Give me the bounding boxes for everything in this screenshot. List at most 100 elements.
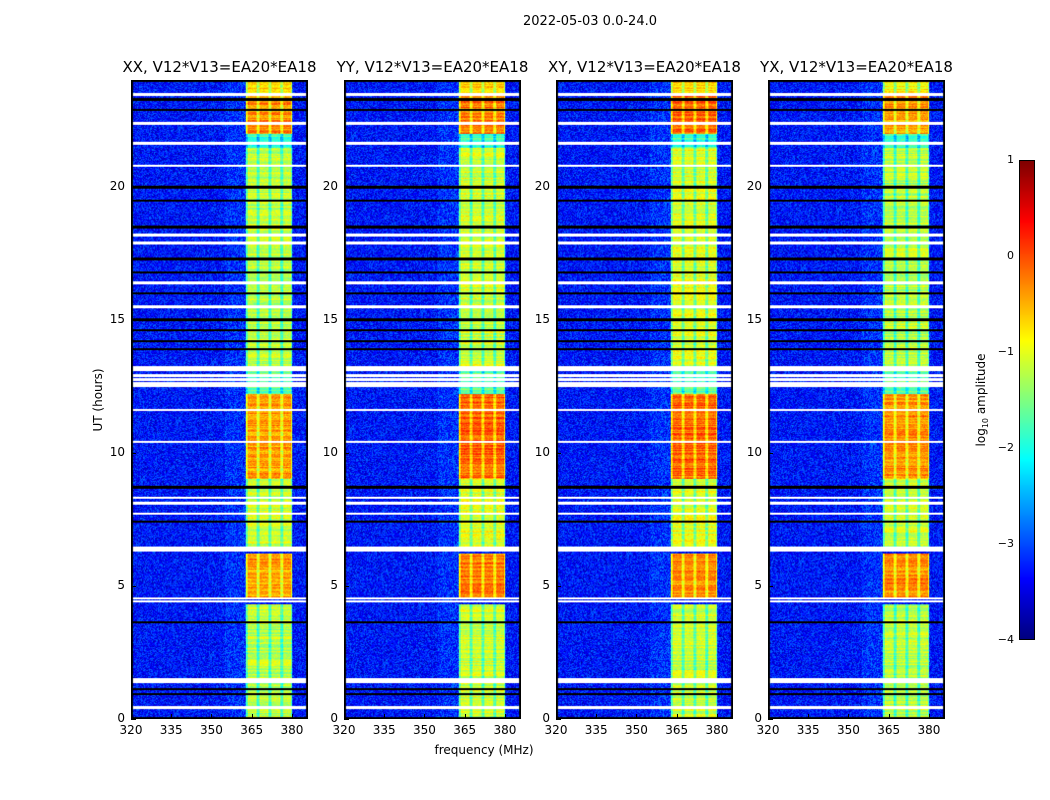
x-tick-mark	[291, 714, 293, 719]
x-tick-label: 365	[665, 723, 689, 737]
x-tick-label: 335	[372, 723, 396, 737]
y-tick-label: 5	[330, 577, 338, 592]
x-tick-label: 380	[280, 723, 304, 737]
x-tick-label: 335	[796, 723, 820, 737]
colorbar-tick-label: −2	[997, 441, 1014, 454]
panel-1: YY, V12*V13=EA20*EA18 320 335 350 365 380 0 5 10…	[323, 58, 529, 737]
y-tick-label: 0	[542, 711, 550, 725]
x-tick-label: 380	[917, 723, 941, 737]
panel-2: XY, V12*V13=EA20*EA18 320 335 350 365 380 0 5 10…	[535, 58, 741, 737]
y-tick-mark	[131, 585, 136, 587]
colorbar	[1019, 160, 1035, 640]
x-tick-label: 350	[625, 723, 648, 737]
y-tick-mark	[556, 186, 561, 188]
y-tick-label: 20	[746, 178, 762, 193]
x-tick-mark	[556, 714, 557, 719]
x-tick-label: 320	[119, 723, 143, 737]
y-tick-label: 10	[534, 444, 550, 459]
x-tick-mark	[171, 714, 173, 719]
x-tick-mark	[888, 714, 890, 719]
y-tick-mark	[556, 585, 561, 587]
panel-title: YX, V12*V13=EA20*EA18	[760, 58, 953, 76]
colorbar-tick-label: 1	[1007, 153, 1014, 166]
colorbar-tick-label: 0	[1007, 249, 1014, 262]
x-tick-label: 380	[493, 723, 517, 737]
panel-title: XY, V12*V13=EA20*EA18	[548, 58, 741, 76]
panel-title: YY, V12*V13=EA20*EA18	[336, 58, 529, 76]
y-tick-label: 10	[322, 444, 338, 459]
panel-0: XX, V12*V13=EA20*EA18 320 335 350 365 380 0 5 10…	[110, 58, 317, 737]
y-tick-mark	[768, 585, 773, 587]
colorbar-tick-label: −4	[997, 633, 1014, 646]
y-tick-mark	[768, 719, 773, 720]
x-tick-label: 380	[705, 723, 729, 737]
x-tick-mark	[928, 714, 930, 719]
x-tick-mark	[384, 714, 386, 719]
x-tick-label: 335	[584, 723, 608, 737]
y-tick-label: 20	[322, 178, 338, 193]
y-tick-mark	[768, 319, 773, 321]
x-tick-label: 320	[544, 723, 568, 737]
x-tick-mark	[636, 714, 638, 719]
panel-3: YX, V12*V13=EA20*EA18 320 335 350 365 380 0 5 10…	[747, 58, 953, 737]
x-tick-mark	[424, 714, 426, 719]
y-tick-label: 0	[117, 711, 125, 725]
x-tick-mark	[808, 714, 810, 719]
y-tick-label: 0	[754, 711, 762, 725]
x-tick-mark	[251, 714, 253, 719]
x-tick-label: 320	[756, 723, 780, 737]
x-tick-label: 365	[240, 723, 264, 737]
y-tick-mark	[344, 585, 349, 587]
y-tick-mark	[768, 452, 773, 454]
y-tick-label: 15	[534, 311, 550, 326]
x-tick-mark	[464, 714, 466, 719]
y-tick-mark	[344, 452, 349, 454]
y-tick-label: 15	[109, 311, 125, 326]
x-tick-mark	[596, 714, 598, 719]
y-tick-mark	[344, 719, 349, 720]
y-tick-mark	[556, 319, 561, 321]
x-tick-label: 320	[332, 723, 356, 737]
x-tick-label: 365	[453, 723, 477, 737]
y-axis-label: UT (hours)	[91, 368, 105, 432]
figure-title: 2022-05-03 0.0-24.0	[523, 14, 657, 29]
x-tick-mark	[504, 714, 506, 719]
y-tick-label: 5	[117, 577, 125, 592]
x-tick-mark	[344, 714, 345, 719]
y-tick-mark	[131, 719, 136, 720]
y-tick-label: 10	[109, 444, 125, 459]
y-tick-label: 5	[754, 577, 762, 592]
spectrogram-heatmap	[556, 80, 733, 719]
y-tick-mark	[768, 186, 773, 188]
y-tick-mark	[556, 719, 561, 720]
y-tick-mark	[344, 319, 349, 321]
x-tick-label: 350	[837, 723, 860, 737]
x-tick-label: 335	[159, 723, 183, 737]
y-tick-label: 15	[322, 311, 338, 326]
x-axis-label: frequency (MHz)	[434, 743, 534, 757]
y-tick-label: 20	[534, 178, 550, 193]
y-tick-mark	[131, 186, 136, 188]
colorbar-tick-label: −3	[997, 537, 1014, 550]
panel-title: XX, V12*V13=EA20*EA18	[122, 58, 317, 76]
colorbar-tick-label: −1	[997, 345, 1014, 358]
y-tick-mark	[556, 452, 561, 454]
y-tick-label: 5	[542, 577, 550, 592]
x-tick-label: 350	[200, 723, 223, 737]
x-tick-mark	[131, 714, 132, 719]
y-tick-label: 20	[109, 178, 125, 193]
spectrogram-heatmap	[131, 80, 308, 719]
colorbar-label: log10 amplitude	[973, 353, 991, 447]
x-tick-label: 365	[877, 723, 901, 737]
x-tick-mark	[848, 714, 850, 719]
y-tick-label: 15	[746, 311, 762, 326]
y-tick-label: 10	[746, 444, 762, 459]
x-tick-mark	[716, 714, 718, 719]
y-tick-mark	[131, 319, 136, 321]
spectrogram-heatmap	[344, 80, 521, 719]
y-tick-label: 0	[330, 711, 338, 725]
spectrogram-heatmap	[768, 80, 945, 719]
x-tick-label: 350	[413, 723, 436, 737]
y-tick-mark	[131, 452, 136, 454]
